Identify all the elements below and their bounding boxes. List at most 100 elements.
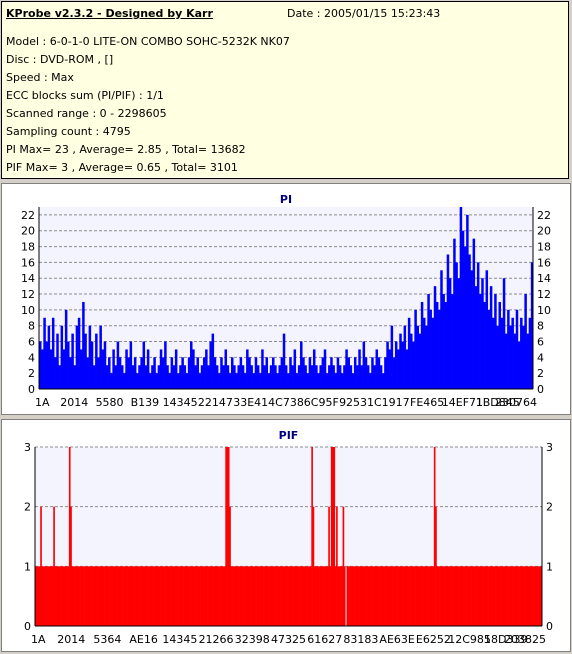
pif-bar — [336, 506, 338, 626]
pi-bar — [157, 365, 161, 389]
pi-bar — [487, 309, 491, 389]
pif-bar — [117, 566, 119, 626]
pif-bar — [147, 566, 149, 626]
pi-x-tick-label: C1917 — [374, 396, 410, 409]
pif-bar — [68, 447, 71, 626]
pif-bar — [55, 566, 58, 626]
pi-x-tick-label: 14EF71 — [442, 396, 483, 409]
pi-bar — [125, 349, 128, 389]
pif-bar — [405, 566, 407, 626]
info-panel: KProbe v2.3.2 - Designed by Karr Date : … — [1, 1, 569, 179]
pi-bar — [88, 325, 92, 389]
pi-bar — [248, 357, 251, 389]
pif-bar — [326, 566, 329, 626]
pif-bar — [197, 566, 200, 626]
pi-bar — [401, 341, 404, 389]
pif-bar — [171, 566, 174, 626]
pi-bar — [317, 373, 320, 389]
pi-bar — [379, 365, 383, 389]
pif-bar — [105, 566, 108, 626]
pif-bar — [311, 447, 313, 626]
pif-bar — [530, 566, 532, 626]
pif-bar — [70, 506, 72, 626]
pif-bar — [489, 566, 492, 626]
pi-y-tick-right: 8 — [537, 320, 544, 333]
pif-bar — [257, 566, 260, 626]
pif-bar — [164, 566, 166, 626]
pi-bar — [79, 349, 83, 389]
pif-bar — [35, 566, 37, 626]
pif-bar — [439, 566, 441, 626]
pi-bar — [530, 262, 534, 389]
pi-bar — [144, 365, 148, 389]
pif-bar — [96, 566, 98, 626]
pi-bar — [142, 341, 146, 389]
pi-bar — [513, 333, 517, 389]
pi-bar — [211, 333, 215, 389]
pif-bar — [230, 566, 233, 626]
pif-bar — [463, 566, 466, 626]
pi-bar — [496, 325, 499, 389]
pif-bar — [97, 566, 100, 626]
pi-bar — [494, 294, 497, 389]
pif-bar — [113, 566, 115, 626]
pif-bar — [459, 566, 462, 626]
pif-bar — [296, 566, 299, 626]
pi-bar — [202, 357, 206, 389]
pi-bar — [308, 357, 312, 389]
pif-bar — [259, 566, 261, 626]
pif-bar — [317, 566, 320, 626]
pif-bar — [186, 566, 188, 626]
pif-bar — [157, 566, 160, 626]
pif-bar — [62, 566, 65, 626]
pi-bar — [131, 365, 135, 389]
pi-bar — [420, 301, 424, 389]
pif-bar — [427, 566, 429, 626]
pif-bar — [195, 566, 197, 626]
pi-bar — [336, 357, 340, 389]
pi-x-tick-label: 14345 — [163, 396, 198, 409]
pi-bar — [392, 357, 396, 389]
pi-bar — [164, 341, 167, 389]
pif-y-tick-right: 3 — [546, 441, 553, 454]
pif-bar — [444, 566, 446, 626]
pi-bar — [304, 365, 307, 389]
pif-bar — [480, 566, 483, 626]
pi-y-tick-right: 16 — [537, 256, 551, 269]
pi-bar — [489, 286, 493, 389]
pif-bar — [126, 566, 128, 626]
pif-bar — [525, 566, 527, 626]
pif-bar — [310, 566, 312, 626]
pi-bar — [129, 341, 133, 389]
pif-bar — [531, 566, 534, 626]
pi-bar — [451, 294, 454, 389]
pif-bar — [250, 566, 252, 626]
pi-bar — [136, 373, 139, 389]
pif-bar — [302, 566, 304, 626]
pi-bar — [373, 365, 376, 389]
pif-bar — [36, 566, 38, 626]
pif-bar — [414, 566, 416, 626]
pif-bar — [242, 566, 244, 626]
pif-bar — [519, 566, 522, 626]
app-title: KProbe v2.3.2 - Designed by Karr — [6, 7, 213, 20]
pif-bar — [37, 566, 40, 626]
sampling-count-line: Sampling count : 4795 — [6, 125, 131, 138]
pi-bar — [371, 357, 374, 389]
pif-bar — [161, 566, 164, 626]
pif-bar — [495, 566, 497, 626]
pif-bar — [410, 566, 413, 626]
pi-bar — [45, 341, 48, 389]
pi-bar — [71, 333, 74, 389]
pif-bar — [362, 566, 364, 626]
pif-bar — [121, 566, 123, 626]
pi-bar — [369, 373, 372, 389]
pif-bar — [491, 566, 493, 626]
pif-bar — [80, 566, 83, 626]
pi-bar — [103, 341, 107, 389]
pif-bar — [367, 566, 369, 626]
pif-bar — [252, 566, 255, 626]
pi-bar — [433, 286, 437, 389]
pif-bar — [251, 566, 253, 626]
pi-bar — [172, 365, 176, 389]
